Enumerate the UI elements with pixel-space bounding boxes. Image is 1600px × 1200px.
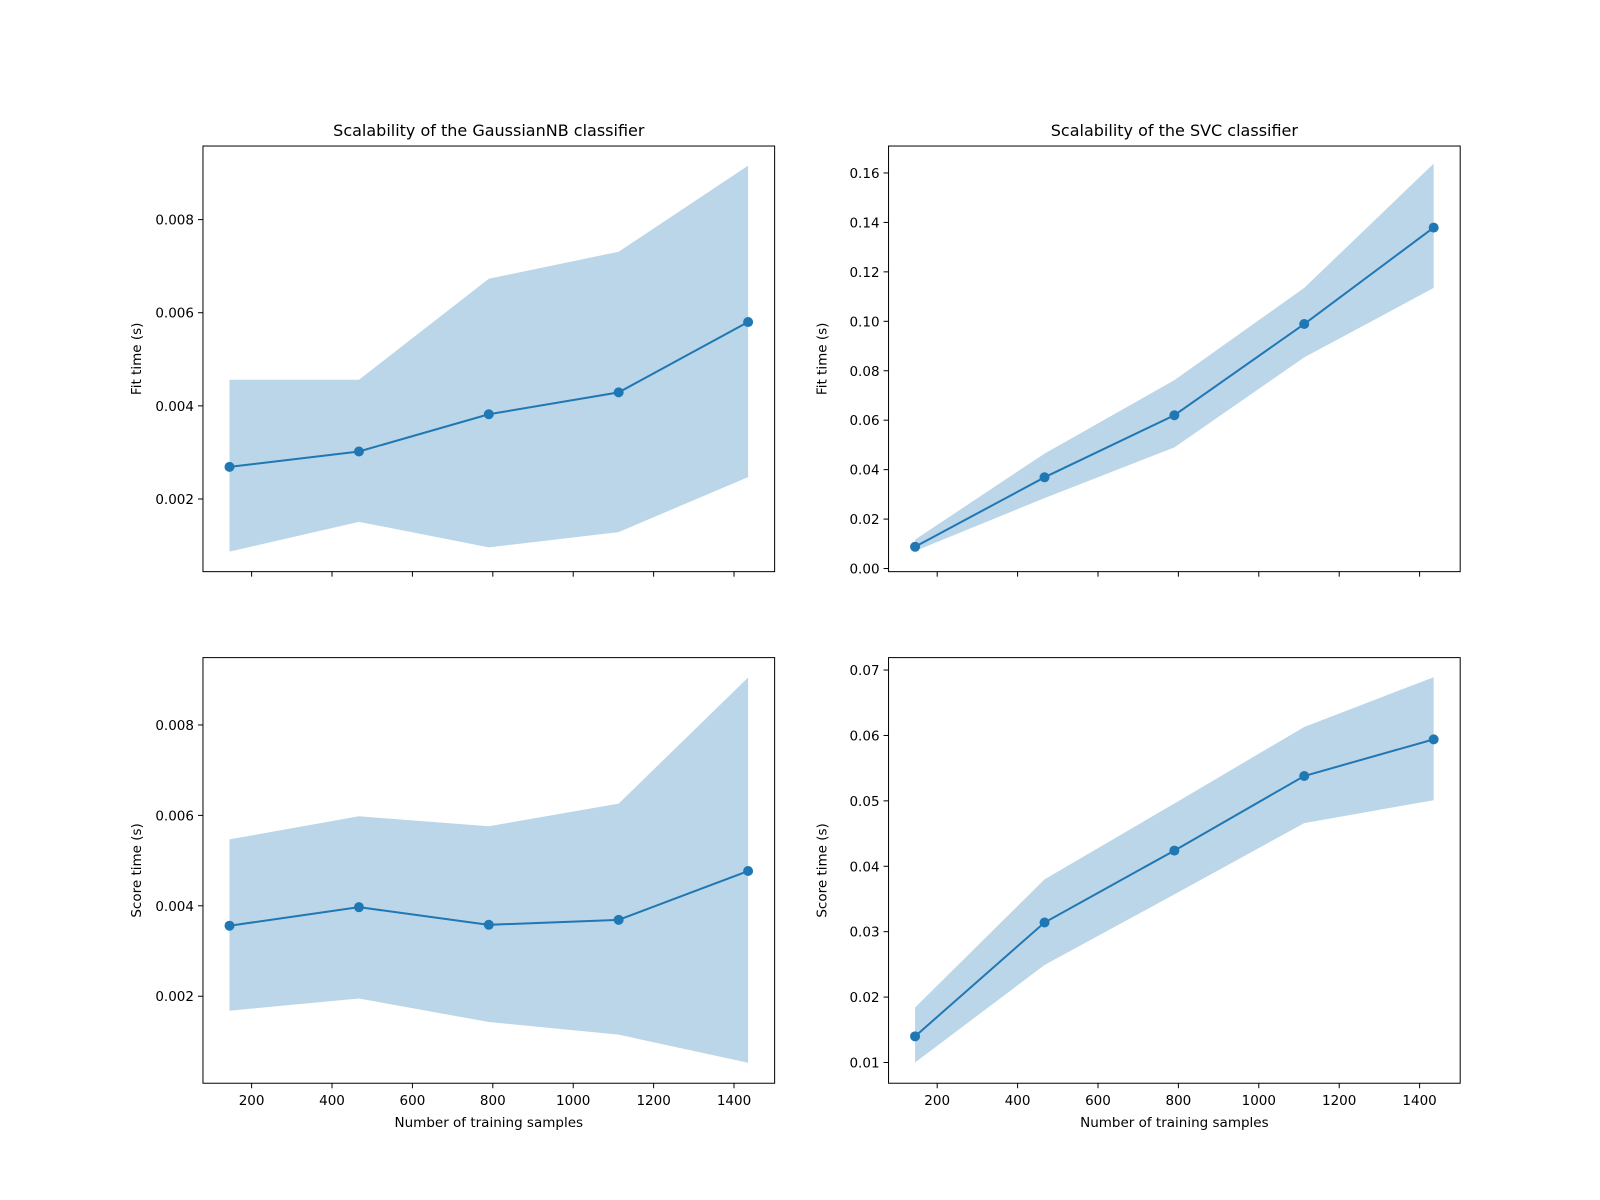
point <box>1039 472 1050 483</box>
x-tick-label: 800 <box>1165 1093 1191 1109</box>
y-tick-label: 0.006 <box>155 808 194 824</box>
point <box>483 919 494 930</box>
y-tick-label: 0.05 <box>849 794 879 810</box>
point <box>743 866 754 877</box>
y-tick-label: 0.006 <box>155 306 194 322</box>
confidence-band <box>229 165 749 552</box>
confidence-band <box>229 677 749 1063</box>
y-axis-label: Score time (s) <box>129 823 145 917</box>
y-axis-label: Fit time (s) <box>129 323 145 395</box>
x-axis-label: Number of training samples <box>1080 1115 1269 1131</box>
point <box>224 920 235 931</box>
y-tick-label: 0.03 <box>849 925 879 941</box>
point <box>1299 319 1310 330</box>
y-tick-label: 0.002 <box>155 492 194 508</box>
x-tick-label: 1000 <box>556 1093 590 1109</box>
point <box>353 902 364 913</box>
x-tick-label: 600 <box>400 1093 426 1109</box>
x-tick-label: 1400 <box>1402 1093 1436 1109</box>
y-tick-label: 0.08 <box>849 364 879 380</box>
x-tick-label: 400 <box>319 1093 345 1109</box>
x-tick-label: 800 <box>480 1093 506 1109</box>
x-axis-label: Number of training samples <box>395 1115 584 1131</box>
point <box>224 461 235 472</box>
axes-frame <box>888 657 1461 1084</box>
x-tick-label: 1000 <box>1242 1093 1276 1109</box>
chart-title: Scalability of the GaussianNB classifier <box>333 121 645 140</box>
point <box>910 541 921 552</box>
y-tick-label: 0.14 <box>849 215 879 231</box>
axes-frame <box>888 145 1461 573</box>
point <box>1428 222 1439 233</box>
x-tick-label: 1200 <box>1322 1093 1356 1109</box>
y-tick-label: 0.004 <box>155 399 194 415</box>
point <box>353 446 364 457</box>
y-tick-label: 0.04 <box>849 463 879 479</box>
point <box>613 387 624 398</box>
chart-title: Scalability of the SVC classifier <box>1051 121 1299 140</box>
axes-frame <box>202 657 776 1084</box>
y-axis-label: Score time (s) <box>815 823 831 917</box>
y-tick-label: 0.12 <box>849 265 879 281</box>
y-tick-label: 0.07 <box>849 663 879 679</box>
y-tick-label: 0.16 <box>849 166 879 182</box>
x-tick-label: 200 <box>924 1093 950 1109</box>
axes-frame <box>202 145 776 573</box>
y-tick-label: 0.01 <box>849 1056 879 1072</box>
y-tick-label: 0.06 <box>849 413 879 429</box>
x-tick-label: 200 <box>239 1093 265 1109</box>
confidence-band <box>915 163 1434 551</box>
point <box>1169 845 1180 856</box>
point <box>1428 734 1439 745</box>
y-axis-label: Fit time (s) <box>815 323 831 395</box>
x-tick-label: 400 <box>1005 1093 1031 1109</box>
y-tick-label: 0.10 <box>849 314 879 330</box>
y-tick-label: 0.002 <box>155 989 194 1005</box>
y-tick-label: 0.02 <box>849 990 879 1006</box>
y-tick-label: 0.00 <box>849 562 879 578</box>
y-tick-label: 0.02 <box>849 512 879 528</box>
point <box>1299 770 1310 781</box>
confidence-band <box>915 677 1434 1063</box>
point <box>743 317 754 328</box>
point <box>910 1031 921 1042</box>
y-tick-label: 0.008 <box>155 213 194 229</box>
x-tick-label: 600 <box>1085 1093 1111 1109</box>
x-tick-label: 1400 <box>717 1093 751 1109</box>
point <box>1169 410 1180 421</box>
x-tick-label: 1200 <box>636 1093 670 1109</box>
y-tick-label: 0.04 <box>849 859 879 875</box>
point <box>483 409 494 420</box>
y-tick-label: 0.008 <box>155 718 194 734</box>
point <box>1039 917 1050 928</box>
y-tick-label: 0.004 <box>155 899 194 915</box>
y-tick-label: 0.06 <box>849 728 879 744</box>
point <box>613 914 624 925</box>
